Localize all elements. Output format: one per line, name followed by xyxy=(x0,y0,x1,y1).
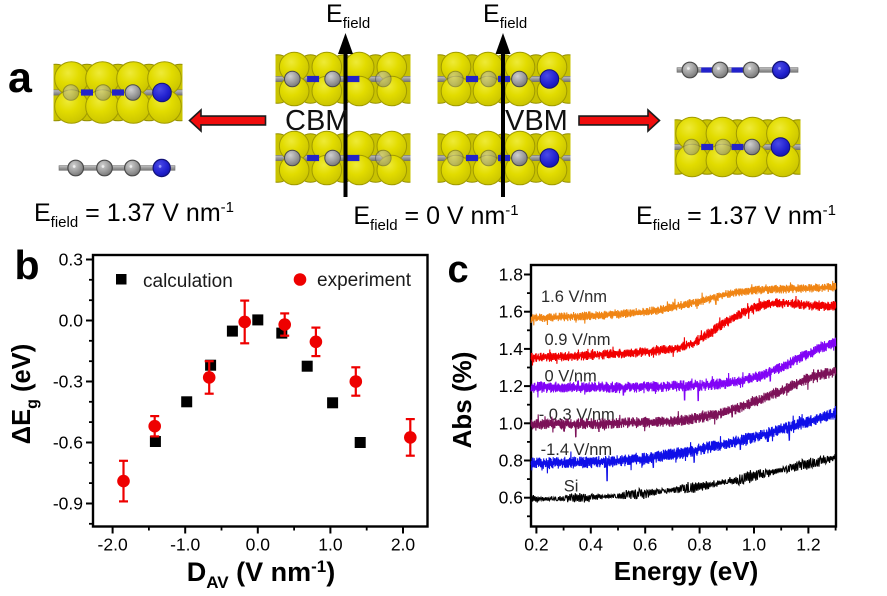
svg-text:Efield = 1.37 V nm-1: Efield = 1.37 V nm-1 xyxy=(636,202,836,234)
svg-text:1.6 V/nm: 1.6 V/nm xyxy=(541,288,607,306)
svg-text:Abs (%): Abs (%) xyxy=(447,352,477,449)
svg-text:2.0: 2.0 xyxy=(391,535,416,555)
svg-text:1.0: 1.0 xyxy=(318,535,343,555)
svg-text:0.8: 0.8 xyxy=(687,535,711,555)
svg-text:ΔEg (eV): ΔEg (eV) xyxy=(8,344,41,444)
svg-text:- 0.3 V/nm: - 0.3 V/nm xyxy=(539,406,615,424)
svg-text:0.6: 0.6 xyxy=(499,488,523,508)
svg-text:0 V/nm: 0 V/nm xyxy=(545,368,597,386)
svg-text:0.9 V/nm: 0.9 V/nm xyxy=(545,331,611,349)
svg-text:c: c xyxy=(448,249,469,291)
svg-text:DAV (V nm-1): DAV (V nm-1) xyxy=(187,557,336,592)
svg-text:0.2: 0.2 xyxy=(524,535,548,555)
svg-text:Efield = 1.37 V nm-1: Efield = 1.37 V nm-1 xyxy=(34,199,234,231)
svg-text:1.2: 1.2 xyxy=(499,376,523,396)
svg-text:Efield: Efield xyxy=(326,0,370,32)
svg-text:-1.0: -1.0 xyxy=(170,535,200,555)
svg-text:experiment: experiment xyxy=(317,270,412,291)
svg-text:Si: Si xyxy=(564,478,579,496)
svg-text:CBM: CBM xyxy=(285,105,349,137)
svg-text:1.2: 1.2 xyxy=(796,535,820,555)
svg-text:-0.6: -0.6 xyxy=(53,433,83,453)
svg-text:Energy (eV): Energy (eV) xyxy=(614,556,759,586)
svg-text:-0.9: -0.9 xyxy=(53,494,83,514)
svg-text:0.8: 0.8 xyxy=(499,451,523,471)
svg-text:1.4: 1.4 xyxy=(499,339,524,359)
svg-text:1.8: 1.8 xyxy=(499,265,523,285)
svg-text:0.0: 0.0 xyxy=(59,311,84,331)
svg-text:-1.4 V/nm: -1.4 V/nm xyxy=(541,441,613,459)
svg-text:0.0: 0.0 xyxy=(246,535,271,555)
svg-text:1.6: 1.6 xyxy=(499,302,523,322)
svg-text:calculation: calculation xyxy=(143,271,233,292)
svg-text:-2.0: -2.0 xyxy=(98,535,128,555)
svg-text:0.3: 0.3 xyxy=(59,250,83,270)
svg-text:0.6: 0.6 xyxy=(633,535,657,555)
svg-text:-0.3: -0.3 xyxy=(53,372,83,392)
svg-text:a: a xyxy=(8,54,33,102)
svg-text:0.4: 0.4 xyxy=(579,535,604,555)
svg-text:b: b xyxy=(15,242,40,288)
svg-text:1.0: 1.0 xyxy=(499,413,524,433)
svg-text:VBM: VBM xyxy=(505,105,568,137)
svg-text:1.0: 1.0 xyxy=(742,535,767,555)
svg-text:Efield: Efield xyxy=(483,0,527,32)
svg-text:Efield = 0 V nm-1: Efield = 0 V nm-1 xyxy=(353,202,518,234)
